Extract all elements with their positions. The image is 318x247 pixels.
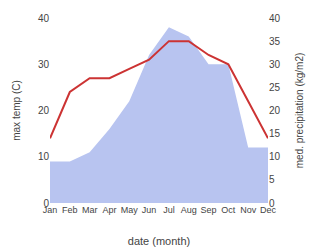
svg-text:Feb: Feb: [62, 205, 78, 215]
svg-text:20: 20: [269, 105, 281, 116]
svg-text:40: 40: [38, 13, 50, 24]
svg-text:Sep: Sep: [201, 205, 217, 215]
svg-text:10: 10: [269, 151, 281, 162]
svg-text:Mar: Mar: [82, 205, 98, 215]
svg-text:Jun: Jun: [142, 205, 157, 215]
svg-text:30: 30: [38, 59, 50, 70]
svg-text:15: 15: [269, 128, 281, 139]
svg-text:20: 20: [38, 105, 50, 116]
svg-text:Aug: Aug: [181, 205, 197, 215]
svg-text:35: 35: [269, 36, 281, 47]
svg-text:Jul: Jul: [163, 205, 175, 215]
svg-text:30: 30: [269, 59, 281, 70]
svg-text:Dec: Dec: [260, 205, 277, 215]
svg-text:25: 25: [269, 82, 281, 93]
svg-text:Nov: Nov: [240, 205, 257, 215]
svg-text:Apr: Apr: [102, 205, 116, 215]
svg-text:med. precipitation (kg/m2): med. precipitation (kg/m2): [294, 53, 305, 169]
svg-text:date (month): date (month): [128, 235, 190, 247]
svg-text:40: 40: [269, 13, 281, 24]
svg-text:0: 0: [269, 198, 275, 209]
svg-text:Jan: Jan: [43, 205, 58, 215]
svg-text:10: 10: [38, 151, 50, 162]
svg-text:May: May: [121, 205, 139, 215]
svg-text:0: 0: [43, 198, 49, 209]
svg-text:max temp (C): max temp (C): [11, 80, 22, 141]
svg-text:5: 5: [269, 174, 275, 185]
svg-text:Oct: Oct: [221, 205, 236, 215]
